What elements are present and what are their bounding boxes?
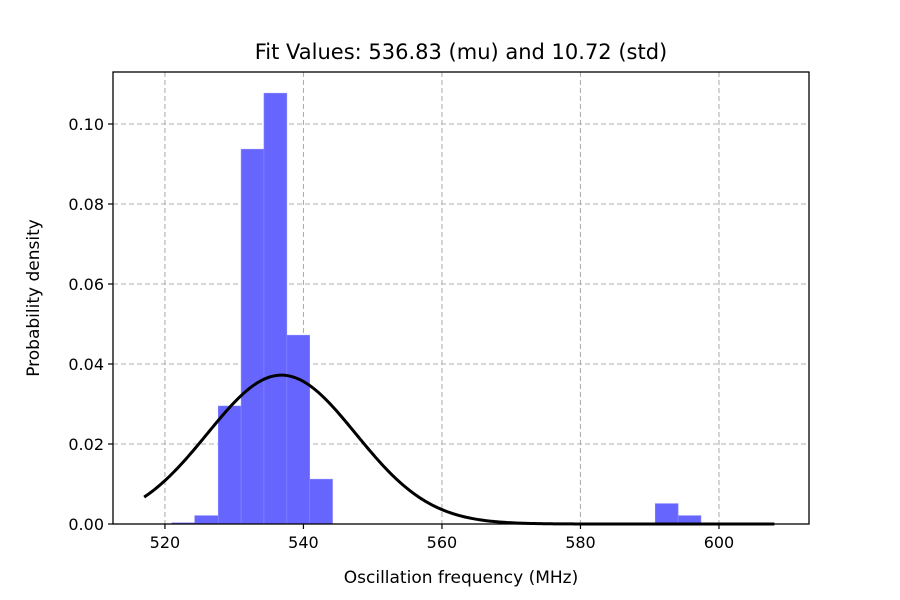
histogram-bar: [654, 503, 679, 525]
y-tick-label: 0.10: [68, 115, 104, 134]
chart-title: Fit Values: 536.83 (mu) and 10.72 (std): [255, 40, 668, 64]
y-tick-label: 0.04: [68, 355, 104, 374]
x-tick-label: 540: [288, 533, 319, 552]
x-axis: 520 540 560 580 600: [150, 524, 735, 552]
x-tick-label: 560: [427, 533, 458, 552]
histogram-bars: [171, 92, 702, 525]
y-tick-label: 0.02: [68, 435, 104, 454]
y-tick-label: 0.08: [68, 195, 104, 214]
y-axis-label: Probability density: [24, 219, 44, 377]
x-tick-label: 580: [565, 533, 596, 552]
plot-frame: [112, 71, 810, 525]
grid-lines: [113, 72, 809, 525]
histogram-bar: [240, 148, 265, 525]
histogram-bar: [263, 92, 288, 525]
histogram-bar: [286, 334, 310, 525]
y-tick-label: 0.00: [68, 515, 104, 534]
histogram-bar: [217, 405, 242, 525]
y-axis: 0.00 0.02 0.04 0.06 0.08 0.10: [68, 115, 113, 534]
x-axis-label: Oscillation frequency (MHz): [344, 568, 578, 588]
histogram-bar: [309, 478, 333, 525]
x-tick-label: 520: [150, 533, 181, 552]
x-tick-label: 600: [704, 533, 735, 552]
y-tick-label: 0.06: [68, 275, 104, 294]
histogram-bar: [194, 515, 219, 525]
